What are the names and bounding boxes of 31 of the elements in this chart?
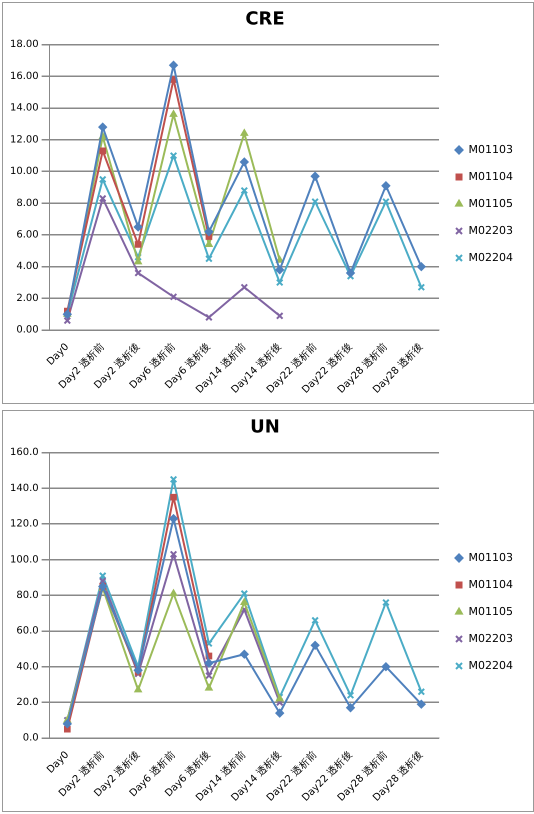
y-tick-label: 14.00	[10, 102, 39, 114]
y-tick-label: 10.00	[10, 166, 39, 178]
y-tick-label: 6.00	[16, 230, 39, 241]
legend-label: M01103	[468, 142, 513, 156]
y-tick-label: 80.0	[16, 590, 39, 601]
legend-label: M01103	[468, 550, 513, 564]
y-tick-label: 60.0	[16, 626, 39, 637]
chart-title: CRE	[245, 8, 285, 30]
legend-label: M02203	[468, 224, 513, 237]
legend-label: M02204	[468, 658, 513, 672]
y-tick-label: 160.0	[10, 447, 39, 458]
legend-label: M01105	[468, 196, 513, 210]
y-tick-label: 12.00	[10, 134, 39, 146]
legend-label: M01104	[468, 170, 513, 183]
y-tick-label: 4.00	[16, 261, 39, 272]
legend-label: M01104	[468, 578, 513, 591]
y-tick-label: 8.00	[16, 198, 39, 209]
legend-label: M02204	[468, 250, 513, 264]
y-tick-label: 100.0	[10, 554, 39, 566]
y-tick-label: 0.00	[16, 324, 39, 336]
y-tick-label: 40.0	[16, 661, 39, 672]
y-tick-label: 0.0	[22, 732, 39, 744]
y-tick-label: 18.00	[10, 39, 39, 50]
legend-label: M01105	[468, 604, 513, 618]
y-tick-label: 20.0	[16, 697, 39, 708]
y-tick-label: 2.00	[16, 292, 39, 304]
chart-title: UN	[250, 416, 280, 438]
y-tick-label: 16.00	[10, 70, 39, 82]
legend-label: M02203	[468, 632, 513, 645]
y-tick-label: 120.0	[10, 518, 39, 530]
y-tick-label: 140.0	[10, 482, 39, 494]
